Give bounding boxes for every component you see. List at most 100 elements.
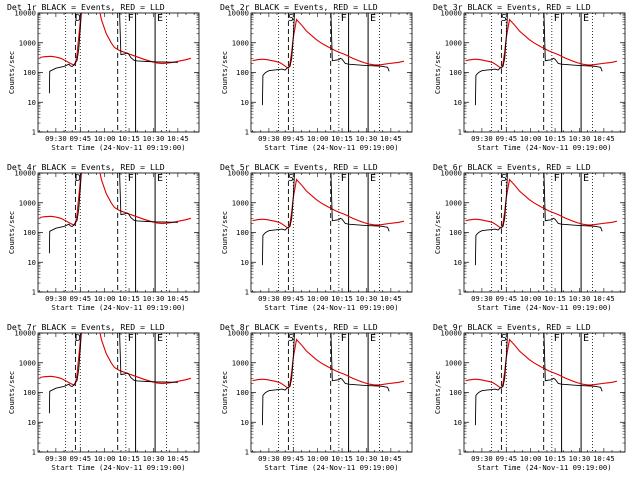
x-axis-label: Start Time (24-Nov-11 09:19:00) xyxy=(477,143,611,152)
series-group xyxy=(252,173,405,266)
time-markers xyxy=(278,333,380,452)
lld-series-line xyxy=(465,18,618,70)
x-axis-label: Start Time (24-Nov-11 09:19:00) xyxy=(51,143,185,152)
y-tick-label: 1 xyxy=(245,288,249,297)
x-axis-label: Start Time (24-Nov-11 09:19:00) xyxy=(477,303,611,312)
events-series-line xyxy=(261,333,390,426)
x-axis-label: Start Time (24-Nov-11 09:19:00) xyxy=(477,463,611,472)
plot-frame xyxy=(37,332,200,453)
marker-e: E xyxy=(157,173,163,184)
marker-e: E xyxy=(370,173,376,184)
lld-series-line xyxy=(39,333,192,386)
y-tick-label: 10 xyxy=(240,258,249,267)
x-tick-label: 10:45 xyxy=(380,294,402,303)
x-tick-label: 09:30 xyxy=(471,294,493,303)
chart-svg: Det 4r BLACK = Events, RED = LLD 1 10 100 10… xyxy=(7,162,200,312)
x-tick-label: 10:45 xyxy=(167,294,189,303)
marker-e: E xyxy=(583,173,589,184)
panel-title: Det 9r BLACK = Events, RED = LLD xyxy=(433,322,591,332)
chart-svg: Det 1r BLACK = Events, RED = LLD 1 10 100 10… xyxy=(7,2,200,152)
y-tick-label: 10 xyxy=(27,258,36,267)
x-tick-label: 10:30 xyxy=(569,454,591,463)
marker-f: F xyxy=(554,333,560,344)
x-tick-label: 10:30 xyxy=(143,454,165,463)
x-tick-label: 09:45 xyxy=(69,454,91,463)
y-tick-label: 1000 xyxy=(232,198,249,207)
time-markers xyxy=(278,173,380,292)
series-group xyxy=(39,13,192,94)
x-tick-label: 10:45 xyxy=(167,454,189,463)
x-axis-label: Start Time (24-Nov-11 09:19:00) xyxy=(264,303,398,312)
x-tick-label: 09:30 xyxy=(45,294,67,303)
y-axis-label: Counts/sec xyxy=(7,51,16,94)
marker-e: E xyxy=(583,333,589,344)
marker-s: S xyxy=(288,13,294,24)
x-tick-label: 09:30 xyxy=(471,454,493,463)
y-tick-label: 10 xyxy=(453,98,462,107)
marker-f: F xyxy=(554,173,560,184)
detector-panel-6r: Det 6r BLACK = Events, RED = LLD 1 10 100 10… xyxy=(426,160,639,320)
marker-f: F xyxy=(341,173,347,184)
y-axis-label: Counts/sec xyxy=(433,211,442,254)
x-tick-label: 09:45 xyxy=(282,134,304,143)
series-group xyxy=(465,333,618,426)
marker-e: E xyxy=(157,333,163,344)
time-markers xyxy=(491,173,593,292)
time-markers xyxy=(65,13,167,132)
x-tick-label: 09:45 xyxy=(282,294,304,303)
x-axis-label: Start Time (24-Nov-11 09:19:00) xyxy=(264,463,398,472)
y-tick-label: 1000 xyxy=(445,198,462,207)
x-tick-label: 10:00 xyxy=(520,294,542,303)
x-tick-label: 10:30 xyxy=(143,134,165,143)
time-markers xyxy=(491,333,593,452)
lld-series-line xyxy=(39,13,192,66)
y-tick-label: 10 xyxy=(453,418,462,427)
y-axis-label: Counts/sec xyxy=(7,211,16,254)
detector-panel-9r: Det 9r BLACK = Events, RED = LLD 1 10 100 10… xyxy=(426,320,639,480)
x-tick-label: 09:45 xyxy=(495,294,517,303)
series-group xyxy=(252,333,405,426)
y-tick-label: 1 xyxy=(245,448,249,457)
panel-title: Det 4r BLACK = Events, RED = LLD xyxy=(7,162,165,172)
x-tick-label: 10:00 xyxy=(520,454,542,463)
y-tick-label: 100 xyxy=(449,68,462,77)
y-tick-label: 1000 xyxy=(19,38,36,47)
y-tick-label: 100 xyxy=(236,228,249,237)
events-series-line xyxy=(474,333,603,426)
lld-series-line xyxy=(39,173,192,226)
y-tick-label: 100 xyxy=(23,228,36,237)
y-tick-label: 1 xyxy=(458,128,462,137)
events-series-line xyxy=(48,13,178,94)
time-markers xyxy=(65,173,167,292)
panel-title: Det 5r BLACK = Events, RED = LLD xyxy=(220,162,378,172)
lld-series-line xyxy=(252,18,405,70)
panel-title: Det 3r BLACK = Events, RED = LLD xyxy=(433,2,591,12)
marker-f: F xyxy=(554,13,560,24)
lld-series-line xyxy=(252,338,405,390)
y-tick-label: 10 xyxy=(27,418,36,427)
detector-panel-4r: Det 4r BLACK = Events, RED = LLD 1 10 100 10… xyxy=(0,160,213,320)
events-series-line xyxy=(474,173,603,266)
plot-frame xyxy=(37,172,200,293)
y-tick-label: 10000 xyxy=(14,169,36,178)
marker-d: D xyxy=(75,333,81,344)
panel-title: Det 7r BLACK = Events, RED = LLD xyxy=(7,322,165,332)
chart-svg: Det 6r BLACK = Events, RED = LLD 1 10 100 10… xyxy=(433,162,626,312)
panel-title: Det 6r BLACK = Events, RED = LLD xyxy=(433,162,591,172)
x-tick-label: 09:45 xyxy=(495,454,517,463)
x-tick-label: 10:45 xyxy=(380,134,402,143)
y-tick-label: 10000 xyxy=(440,329,462,338)
y-tick-label: 10000 xyxy=(227,329,249,338)
y-tick-label: 10000 xyxy=(14,329,36,338)
series-group xyxy=(39,333,192,414)
y-tick-label: 1 xyxy=(458,288,462,297)
marker-f: F xyxy=(341,333,347,344)
time-markers xyxy=(278,13,380,132)
chart-svg: Det 2r BLACK = Events, RED = LLD 1 10 100 10… xyxy=(220,2,413,152)
x-axis-label: Start Time (24-Nov-11 09:19:00) xyxy=(51,303,185,312)
chart-svg: Det 9r BLACK = Events, RED = LLD 1 10 100 10… xyxy=(433,322,626,472)
x-tick-label: 10:00 xyxy=(307,294,329,303)
y-tick-label: 1 xyxy=(32,448,36,457)
detector-panel-3r: Det 3r BLACK = Events, RED = LLD 1 10 100 10… xyxy=(426,0,639,160)
